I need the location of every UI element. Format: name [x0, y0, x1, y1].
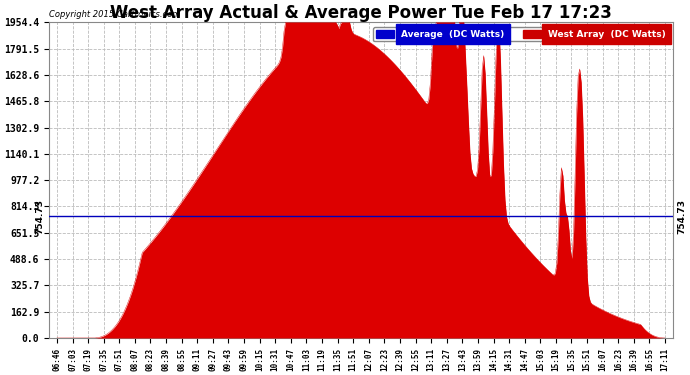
Legend: Average  (DC Watts), West Array  (DC Watts): Average (DC Watts), West Array (DC Watts…	[373, 27, 669, 41]
Text: 754.73: 754.73	[35, 199, 44, 234]
Text: 754.73: 754.73	[678, 199, 687, 234]
Text: Copyright 2015 Cartronics.com: Copyright 2015 Cartronics.com	[49, 10, 181, 19]
Title: West Array Actual & Average Power Tue Feb 17 17:23: West Array Actual & Average Power Tue Fe…	[110, 4, 612, 22]
